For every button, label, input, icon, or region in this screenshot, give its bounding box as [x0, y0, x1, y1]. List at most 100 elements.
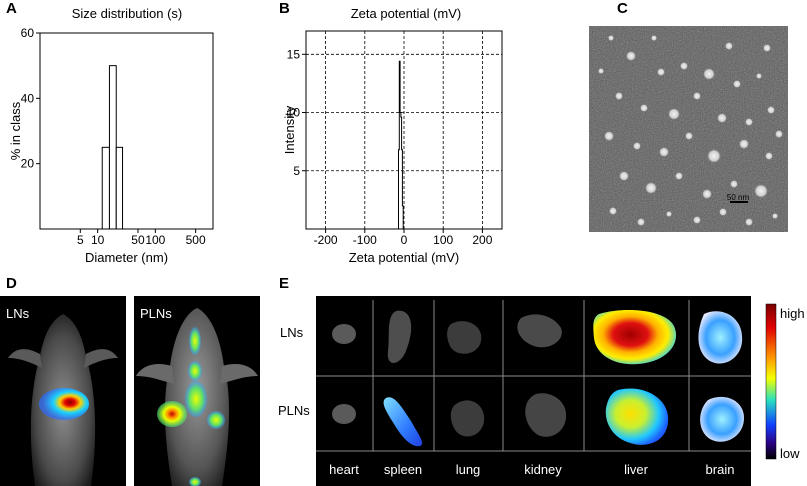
organ-grid: heart spleen lung kidney liver brain [316, 296, 751, 486]
nanoparticle [775, 130, 783, 138]
nanoparticles [598, 35, 783, 226]
organ-liver-lns [593, 310, 677, 365]
nanoparticle [609, 207, 617, 215]
panel-label-e: E [279, 275, 290, 292]
x-tick-label-b-3: 100 [433, 233, 453, 247]
organ-brain-plns [700, 396, 744, 442]
y-tick-label-b-0: 5 [293, 164, 300, 178]
organ-spleen-plns [383, 397, 423, 447]
nanoparticle [675, 172, 683, 180]
x-axis-label-a: Diameter (nm) [85, 250, 168, 265]
chart-b-frame [305, 30, 503, 230]
x-tick-label-b-4: 200 [472, 233, 492, 247]
liver-signal [39, 388, 89, 420]
organ-heart-plns [332, 404, 356, 424]
histogram-bar-1 [108, 65, 117, 230]
nanoparticle [657, 68, 665, 76]
chart-a-frame [39, 32, 214, 230]
nanoparticle [725, 42, 733, 50]
nanoparticle [765, 152, 773, 160]
in-vivo-image-lns: LNs [0, 296, 126, 486]
nanoparticle [637, 218, 645, 226]
organ-lung-plns [450, 400, 485, 437]
panel-label-c: C [617, 0, 628, 17]
nanoparticle [608, 35, 614, 41]
organ-lung-lns [447, 321, 482, 354]
x-tick-label-b-1: -100 [353, 233, 377, 247]
organ-label-kidney: kidney [524, 462, 562, 477]
x-tick-label-a-2: 50 [131, 233, 145, 247]
organ-brain-lns [698, 311, 743, 364]
x-tick-label-b-2: 0 [401, 233, 408, 247]
nanoparticle [733, 80, 741, 88]
zeta-potential-chart: -200 -100 0 100 200 5 10 15 Zeta potential (mV) I… [282, 30, 503, 265]
nanoparticle [685, 132, 693, 140]
organ-label-heart: heart [329, 462, 359, 477]
nanoparticle [739, 139, 749, 149]
y-tick-label-a-0: 20 [21, 157, 35, 171]
organ-labels: heart spleen lung kidney liver brain [329, 462, 734, 477]
nanoparticle [745, 118, 753, 126]
nanoparticle [693, 92, 701, 100]
colorbar-high-label: high [780, 306, 805, 321]
histogram-bar-2 [115, 146, 124, 230]
nanoparticle [702, 189, 712, 199]
nanoparticle [680, 62, 688, 70]
chart-a-title: Size distribution (s) [71, 6, 183, 21]
organ-label-lung: lung [456, 462, 481, 477]
nanoparticle [730, 180, 738, 188]
nanoparticle [707, 149, 721, 163]
x-tick-label-a-4: 500 [186, 233, 206, 247]
scale-bar-label: 50 nm [727, 193, 750, 202]
zeta-series-line-0 [398, 60, 404, 229]
x-tick-label-a-0: 5 [77, 233, 84, 247]
label-lns: LNs [6, 306, 30, 321]
x-tick-label-a-1: 10 [91, 233, 105, 247]
colorbar-low-label: low [780, 446, 800, 461]
nanoparticle [615, 92, 623, 100]
organ-label-brain: brain [706, 462, 735, 477]
x-tick-label-a-3: 100 [145, 233, 165, 247]
y-tick-label-b-2: 15 [287, 47, 301, 61]
nanoparticle [659, 147, 669, 157]
organ-kidney-lns [517, 314, 562, 348]
y-tick-label-b-1: 10 [287, 106, 301, 120]
organ-spleen-lns [387, 310, 412, 364]
row-label-lns: LNs [280, 325, 304, 340]
panel-label-a: A [6, 0, 17, 17]
nanoparticle [754, 184, 768, 198]
panel-label-d: D [6, 275, 17, 292]
y-tick-label-a-2: 60 [21, 26, 35, 40]
nanoparticle [619, 171, 629, 181]
nanoparticle [645, 182, 657, 194]
organ-liver-plns [605, 388, 669, 445]
y-tick-label-a-1: 40 [21, 91, 35, 105]
nanoparticle [719, 208, 727, 216]
nanoparticle [717, 113, 727, 123]
organ-label-liver: liver [624, 462, 649, 477]
nanoparticle [626, 51, 636, 61]
nanoparticle [693, 216, 701, 224]
y-axis-label-a: % in class [8, 101, 23, 160]
nanoparticle [745, 218, 753, 226]
organ-label-spleen: spleen [384, 462, 422, 477]
y-axis-label-b: Intensity [282, 105, 297, 154]
panel-label-b: B [279, 0, 290, 17]
x-tick-label-b-0: -200 [314, 233, 338, 247]
nanoparticle [604, 131, 614, 141]
nanoparticle [767, 106, 775, 114]
nanoparticle [633, 142, 641, 150]
nanoparticle [756, 73, 762, 79]
x-axis-label-b: Zeta potential (mV) [349, 250, 460, 265]
nanoparticle [772, 213, 778, 219]
in-vivo-image-plns: PLNs [134, 296, 260, 486]
organ-kidney-plns [525, 393, 567, 437]
nanoparticle [703, 68, 715, 80]
nanoparticle [651, 35, 657, 41]
nanoparticle [668, 108, 680, 120]
nanoparticle [763, 44, 771, 52]
row-label-plns: PLNs [278, 403, 310, 418]
intensity-colorbar [765, 303, 777, 460]
tem-image: 50 nm [589, 26, 788, 232]
chart-b-title: Zeta potential (mV) [350, 6, 462, 21]
